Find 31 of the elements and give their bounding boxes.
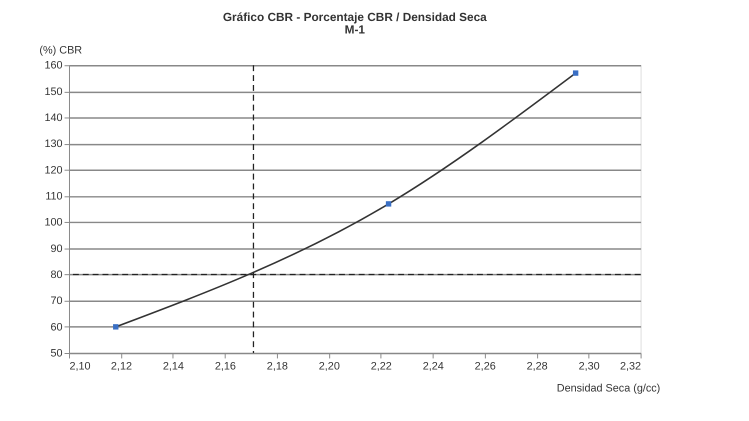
y-tick-label: 120 — [44, 164, 63, 176]
y-tick-label: 130 — [44, 138, 63, 150]
x-tick-label: 2,10 — [69, 360, 91, 372]
x-tick-label: 2,24 — [422, 360, 444, 372]
x-tick-label: 2,20 — [318, 360, 340, 372]
x-tick-label: 2,32 — [620, 360, 642, 372]
y-tick-label: 70 — [50, 295, 63, 308]
point — [386, 201, 392, 207]
point — [572, 70, 578, 76]
y-tick-label: 50 — [50, 347, 63, 360]
y-tick-label: 150 — [44, 86, 63, 98]
point — [113, 324, 118, 330]
y-tick-label: 160 — [44, 60, 63, 72]
y-tick-label: 110 — [45, 190, 63, 202]
y-tick-label: 100 — [44, 216, 63, 229]
y-tick-label: 90 — [50, 242, 63, 255]
x-tick-label: 2,28 — [526, 360, 548, 372]
x-tick-label: 2,22 — [370, 360, 392, 372]
y-tick-label: 140 — [44, 112, 63, 124]
y-tick-label: 60 — [50, 321, 63, 334]
chart-title: Gráfico CBR - Porcentaje CBR / Densidad Seca — [222, 10, 488, 24]
chart-subtitle: M-1 — [344, 22, 366, 37]
x-tick-label: 2,14 — [162, 360, 184, 372]
x-tick-label: 2,16 — [214, 360, 236, 372]
x-tick-label: 2,12 — [110, 360, 132, 372]
x-tick-label: 2,18 — [266, 360, 288, 372]
x-tick-label: 2,26 — [474, 360, 496, 372]
y-tick-label: 80 — [50, 268, 63, 281]
y-axis-title: (%) CBR — [39, 44, 82, 56]
x-axis-title: Densidad Seca (g/cc) — [556, 382, 660, 394]
x-tick-label: 2,30 — [578, 360, 600, 372]
